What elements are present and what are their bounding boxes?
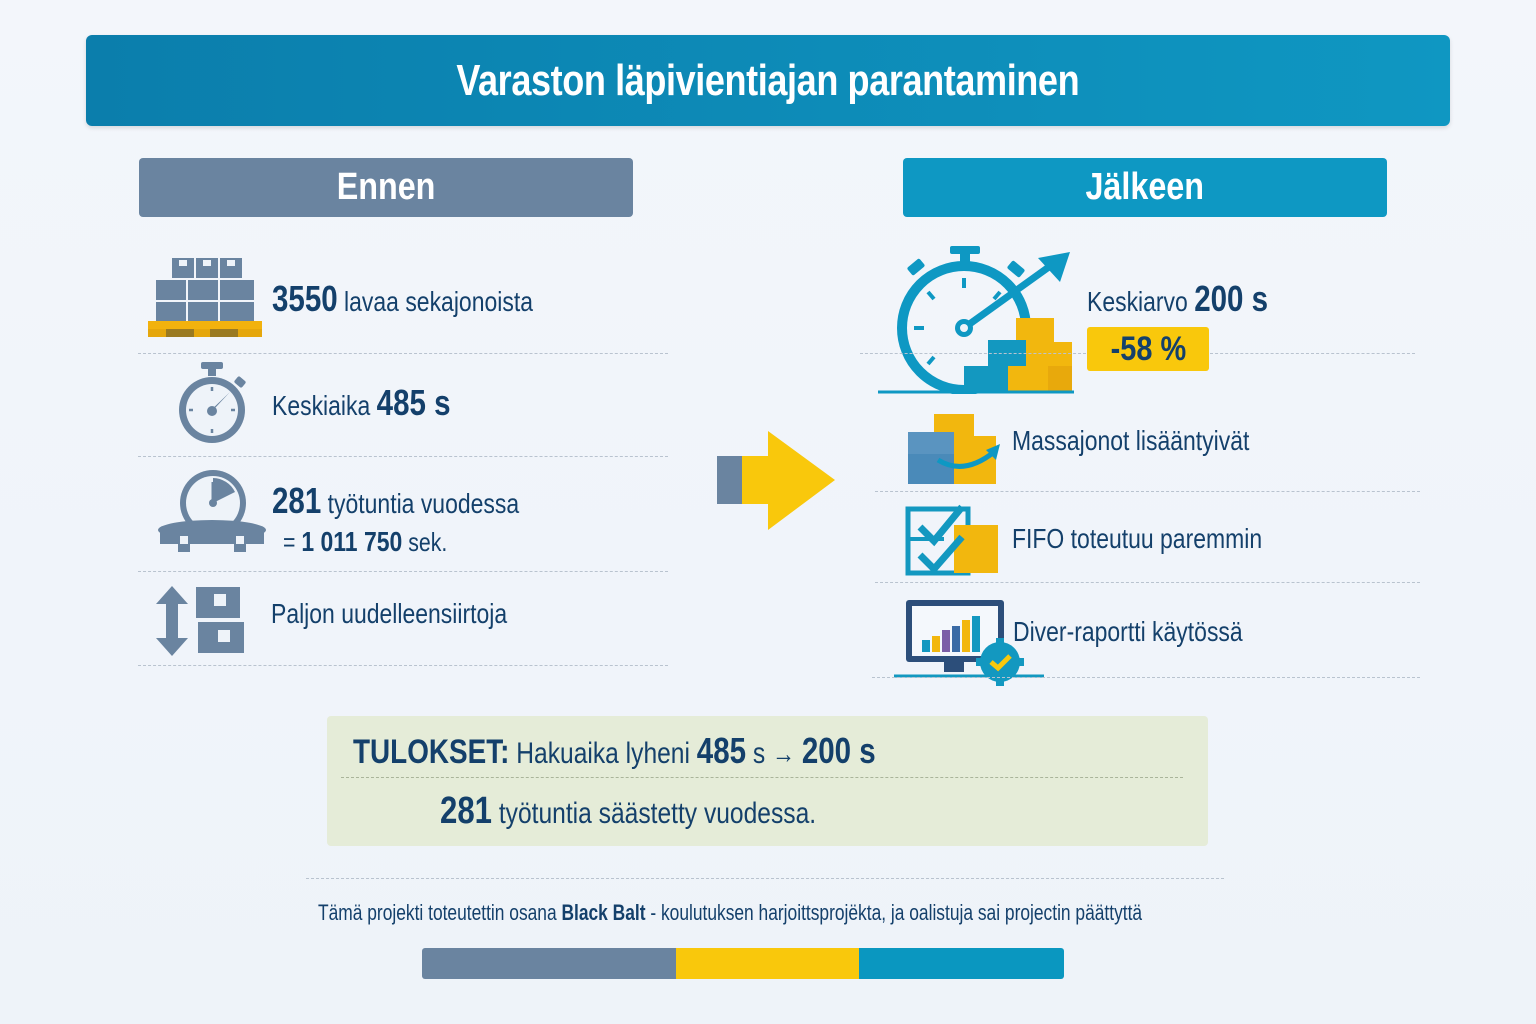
up-down-boxes-icon bbox=[156, 586, 256, 658]
color-bar bbox=[422, 948, 1064, 979]
stopwatch-arrow-boxes-icon bbox=[878, 244, 1074, 395]
divider bbox=[872, 677, 1420, 678]
results-to-value: 200 s bbox=[801, 730, 876, 771]
work-seconds: = 1 011 750 sek. bbox=[283, 526, 447, 558]
footer-text-before: Tämä projekti toteutettin osana bbox=[318, 900, 557, 925]
before-header: Ennen bbox=[139, 158, 633, 217]
clock-on-scale-icon bbox=[156, 470, 268, 556]
results-line-2: 281 työtuntia säästetty vuodessa. bbox=[440, 790, 816, 833]
after-avg-label: Keskiarvo bbox=[1087, 286, 1188, 317]
after-item-mass-queues: Massajonot lisääntyivät bbox=[1012, 425, 1249, 457]
after-header: Jälkeen bbox=[903, 158, 1387, 217]
divider bbox=[875, 582, 1420, 583]
page-title: Varaston läpivientiajan parantaminen bbox=[456, 55, 1080, 105]
results-hours-value: 281 bbox=[440, 790, 492, 832]
footer-text-after: - koulutuksen harjoittsprojëkta, ja oali… bbox=[650, 900, 1143, 925]
footer-note: Tämä projekti toteutettin osana Black Ba… bbox=[318, 900, 1142, 926]
pallet-boxes-icon bbox=[148, 257, 268, 337]
divider bbox=[860, 353, 1086, 354]
results-label: TULOKSET: bbox=[353, 733, 510, 771]
equals-sign: = bbox=[283, 527, 296, 557]
divider bbox=[875, 491, 1420, 492]
before-header-label: Ennen bbox=[336, 166, 436, 208]
divider bbox=[1210, 353, 1415, 354]
footer-text-bold: Black Balt bbox=[561, 900, 646, 925]
after-item-fifo: FIFO toteutuu paremmin bbox=[1012, 523, 1262, 555]
after-header-label: Jälkeen bbox=[1085, 166, 1205, 208]
avg-time-value: 485 s bbox=[376, 382, 451, 423]
color-bar-segment-slate bbox=[422, 948, 676, 979]
right-arrow-icon bbox=[717, 431, 835, 530]
divider bbox=[138, 571, 668, 572]
divider bbox=[138, 456, 668, 457]
page-title-banner: Varaston läpivientiajan parantaminen bbox=[86, 35, 1450, 126]
monitor-chart-gear-icon bbox=[894, 598, 1044, 688]
mass-queues-label: Massajonot lisääntyivät bbox=[1012, 425, 1250, 456]
pallets-label: lavaa sekajonoista bbox=[344, 286, 533, 317]
boxes-arrow-icon bbox=[908, 414, 1003, 486]
results-line1-text: Hakuaika lyheni bbox=[516, 737, 690, 770]
results-arrow-icon: → bbox=[772, 738, 796, 769]
work-hours-label: työtuntia vuodessa bbox=[327, 488, 520, 519]
checklist-box-icon bbox=[904, 503, 999, 577]
color-bar-segment-yellow bbox=[676, 948, 859, 979]
color-bar-segment-blue bbox=[859, 948, 1064, 979]
work-seconds-unit: sek. bbox=[408, 527, 448, 557]
before-item-avg-time: Keskiaika 485 s bbox=[272, 382, 451, 424]
results-hours-text: työtuntia säästetty vuodessa. bbox=[498, 797, 817, 830]
avg-time-label: Keskiaika bbox=[272, 390, 371, 421]
after-item-diver-report: Diver-raportti käytössä bbox=[1013, 616, 1243, 648]
work-hours-value: 281 bbox=[272, 480, 322, 521]
fifo-label: FIFO toteutuu paremmin bbox=[1012, 523, 1263, 554]
reduction-badge-text: -58 % bbox=[1110, 329, 1186, 368]
results-box: TULOKSET: Hakuaika lyheni 485 s → 200 s … bbox=[327, 716, 1208, 846]
relocations-label: Paljon uudelleensiirtoja bbox=[271, 598, 508, 629]
reduction-badge: -58 % bbox=[1087, 327, 1209, 371]
results-from-value: 485 bbox=[696, 730, 747, 771]
after-avg-value: 200 s bbox=[1194, 278, 1269, 319]
results-divider bbox=[341, 777, 1183, 778]
before-item-work-hours: 281 työtuntia vuodessa bbox=[272, 480, 519, 522]
before-item-pallets: 3550 lavaa sekajonoista bbox=[272, 278, 533, 320]
work-seconds-value: 1 011 750 bbox=[301, 526, 403, 557]
before-item-relocations: Paljon uudelleensiirtoja bbox=[271, 598, 507, 630]
after-item-avg-time: Keskiarvo 200 s bbox=[1087, 278, 1268, 320]
results-from-unit: s bbox=[752, 737, 766, 770]
results-line-1: TULOKSET: Hakuaika lyheni 485 s → 200 s bbox=[353, 730, 876, 772]
divider bbox=[138, 353, 668, 354]
diver-report-label: Diver-raportti käytössä bbox=[1013, 616, 1243, 647]
divider bbox=[138, 665, 668, 666]
stopwatch-icon bbox=[172, 362, 252, 448]
footer-divider bbox=[306, 878, 1224, 879]
pallets-value: 3550 bbox=[272, 278, 338, 319]
